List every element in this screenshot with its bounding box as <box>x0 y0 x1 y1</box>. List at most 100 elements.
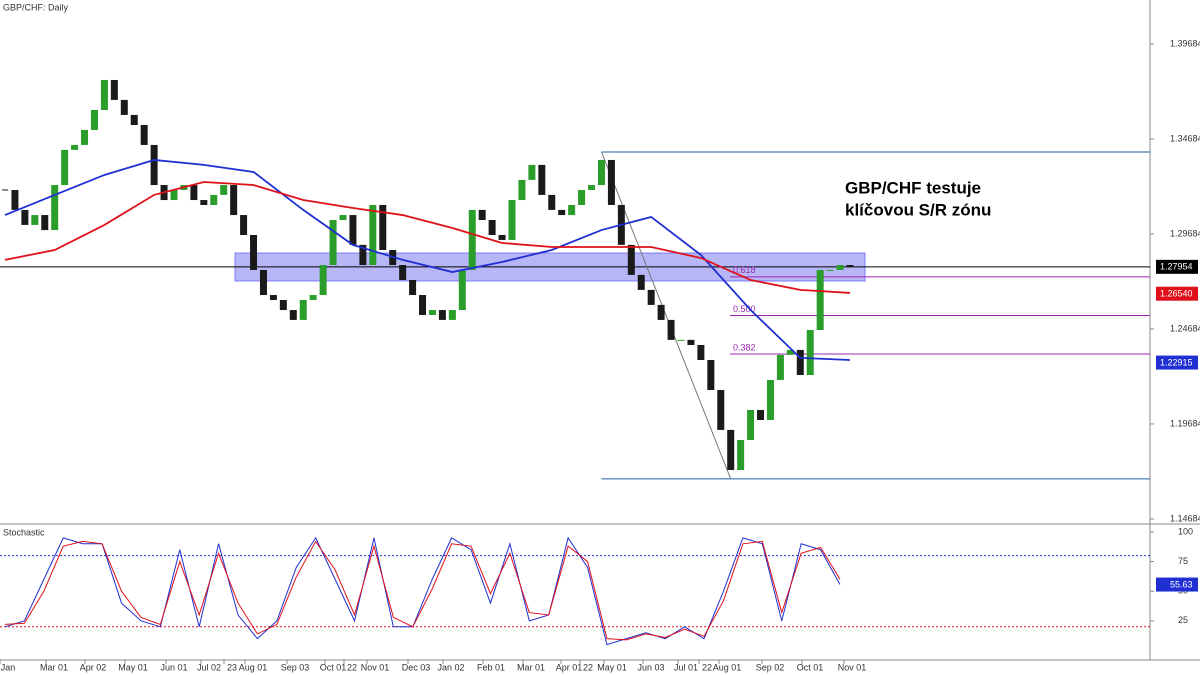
y-tick-label: 75 <box>1178 556 1188 566</box>
candle <box>766 379 774 421</box>
x-tick-label: Sep 03 <box>281 662 310 672</box>
x-tick-label: Mar 01 <box>517 662 545 672</box>
price-label: 1.26540 <box>1160 289 1193 299</box>
candle <box>289 310 297 320</box>
candle <box>548 194 556 210</box>
candle <box>786 349 794 355</box>
candle <box>826 269 834 271</box>
price-label-box <box>1156 259 1198 274</box>
candle <box>498 234 506 240</box>
x-tick-label: 22 <box>702 662 712 672</box>
candle <box>21 209 29 225</box>
candle <box>61 149 69 186</box>
candle <box>747 409 755 440</box>
candle <box>309 295 317 300</box>
candle <box>409 280 417 296</box>
y-tick-label: 1.29684 <box>1170 228 1200 238</box>
candle <box>667 319 675 340</box>
candle <box>31 215 39 225</box>
x-tick-label: Feb 01 <box>477 662 505 672</box>
candle <box>41 215 49 231</box>
candle <box>90 109 98 130</box>
candle <box>836 265 844 270</box>
x-tick-label: Dec 03 <box>402 662 431 672</box>
x-tick-label: Jan 02 <box>437 662 464 672</box>
price-label-box <box>1156 286 1198 301</box>
moving-average <box>4 181 851 294</box>
x-tick-label: Aug 01 <box>713 662 742 672</box>
candle <box>677 339 685 341</box>
x-tick-label: Nov 01 <box>361 662 390 672</box>
candle <box>448 310 456 320</box>
candle <box>776 354 784 380</box>
candle <box>637 274 645 290</box>
fib-label: 0.500 <box>733 304 756 314</box>
candle <box>538 164 546 195</box>
candle <box>428 310 436 315</box>
x-tick-label: May 01 <box>597 662 627 672</box>
candle <box>190 185 198 201</box>
candle <box>339 215 347 220</box>
candle <box>100 79 108 110</box>
candle <box>508 200 516 240</box>
candle <box>170 189 178 201</box>
candle <box>11 189 19 210</box>
stoch-label: 55.63 <box>1170 579 1193 589</box>
candle <box>727 429 735 470</box>
candle <box>359 244 367 266</box>
candle <box>110 79 118 100</box>
stoch-line <box>4 536 841 646</box>
price-label: 1.27954 <box>1160 262 1193 272</box>
candle <box>349 215 357 245</box>
candle <box>319 265 327 296</box>
candle <box>269 295 277 300</box>
candle <box>419 295 427 315</box>
candle <box>578 189 586 205</box>
y-tick-label: 1.24684 <box>1170 323 1200 333</box>
candle <box>468 209 476 270</box>
x-tick-label: Jun 03 <box>637 662 664 672</box>
candle <box>369 204 377 266</box>
y-tick-label: 1.34684 <box>1170 133 1200 143</box>
candle <box>558 209 566 216</box>
x-tick-label: 22 <box>583 662 593 672</box>
x-tick-label: Apr 02 <box>80 662 107 672</box>
y-tick-label: 100 <box>1178 526 1193 536</box>
moving-average <box>4 159 851 361</box>
x-tick-label: Jul 01 <box>674 662 698 672</box>
x-tick-label: 22 <box>347 662 357 672</box>
x-tick-label: 23 <box>227 662 237 672</box>
candle <box>150 144 158 186</box>
candle <box>71 144 79 150</box>
candle <box>757 409 765 421</box>
candle <box>806 329 814 376</box>
candle <box>568 204 576 216</box>
candle <box>846 265 854 267</box>
candle <box>438 310 446 320</box>
x-tick-label: Jul 02 <box>197 662 221 672</box>
candle <box>588 185 596 190</box>
candle <box>627 244 635 275</box>
candle <box>528 164 536 180</box>
stoch-line <box>4 540 841 641</box>
candle <box>140 125 148 145</box>
x-tick-label: Nov 01 <box>838 662 867 672</box>
y-tick-label: 25 <box>1178 615 1188 625</box>
candle <box>697 344 705 361</box>
x-tick-label: Oct 01 <box>797 662 824 672</box>
price-label: 1.22915 <box>1160 357 1193 367</box>
candle <box>81 129 89 145</box>
x-tick-label: Mar 01 <box>40 662 68 672</box>
x-tick-label: Apr 01 <box>556 662 583 672</box>
pane-title: Stochastic <box>3 527 45 537</box>
y-tick-label: 1.39684 <box>1170 38 1200 48</box>
candle <box>816 269 824 330</box>
candle <box>647 289 655 305</box>
annotation: GBP/CHF testuje <box>845 178 981 197</box>
candle <box>329 219 337 266</box>
candle <box>120 99 128 115</box>
candle <box>220 185 228 195</box>
candle <box>687 339 695 345</box>
